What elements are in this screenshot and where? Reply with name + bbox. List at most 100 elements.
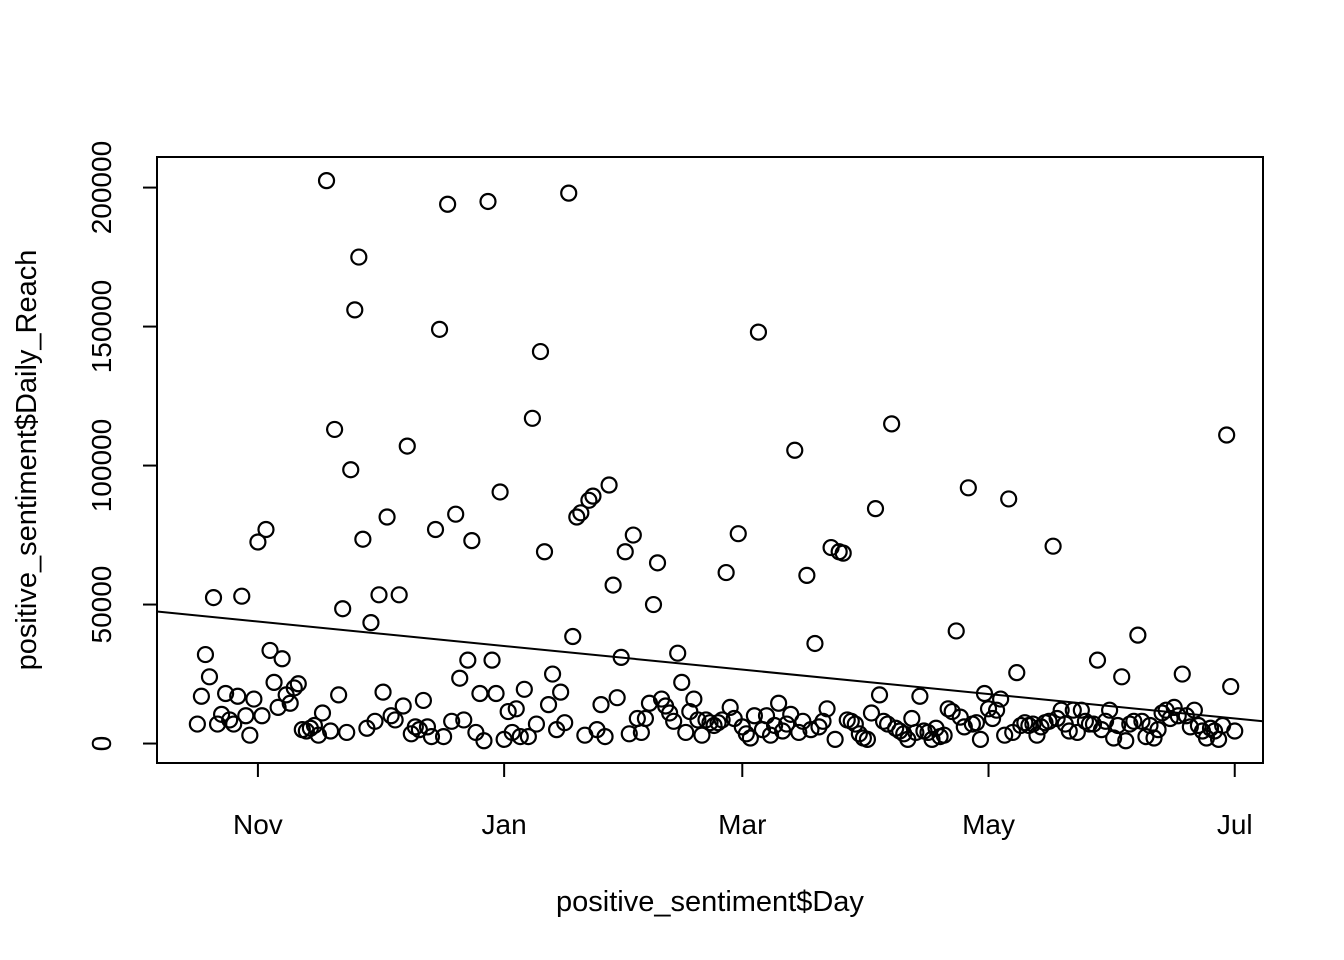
data-point	[289, 675, 307, 693]
data-point	[834, 544, 852, 562]
data-point	[382, 707, 400, 725]
data-point	[354, 530, 372, 548]
data-point	[378, 508, 396, 526]
y-axis-title: positive_sentiment$Daily_Reach	[11, 250, 43, 671]
data-point	[741, 729, 759, 747]
data-point	[394, 697, 412, 715]
data-point	[414, 691, 433, 710]
data-point	[507, 700, 525, 718]
data-point	[487, 684, 505, 703]
data-point	[503, 723, 521, 742]
data-point	[745, 707, 764, 725]
data-point	[1145, 729, 1163, 747]
data-point	[802, 721, 820, 739]
data-point	[527, 715, 546, 733]
data-point	[515, 680, 533, 698]
data-point	[673, 673, 691, 691]
data-point	[749, 323, 768, 341]
plot-frame	[156, 156, 1264, 764]
x-tick-label: Nov	[233, 809, 283, 840]
data-point	[911, 687, 929, 705]
data-point	[737, 725, 755, 743]
data-point	[786, 441, 804, 459]
data-point	[1064, 701, 1082, 719]
data-point	[1016, 714, 1034, 732]
data-point	[604, 576, 622, 594]
data-point	[870, 686, 889, 704]
data-point	[818, 700, 836, 718]
data-point	[281, 694, 299, 712]
data-point	[560, 184, 578, 202]
data-point	[309, 726, 328, 744]
data-point	[729, 525, 747, 543]
data-point	[531, 342, 550, 361]
data-point	[1068, 723, 1086, 742]
data-point	[233, 587, 251, 605]
data-point	[196, 645, 215, 664]
data-point	[483, 651, 501, 669]
data-point	[362, 614, 380, 632]
data-point	[996, 726, 1014, 744]
data-point	[317, 172, 336, 190]
data-point	[1201, 719, 1220, 737]
data-point	[1040, 712, 1058, 730]
data-point	[245, 690, 263, 708]
data-point	[939, 700, 957, 718]
y-tick-label: 100000	[86, 419, 117, 512]
data-point	[499, 702, 517, 721]
data-point	[265, 673, 283, 691]
data-point	[1218, 426, 1236, 444]
y-tick-label: 150000	[86, 280, 117, 373]
data-point	[346, 301, 364, 319]
data-point	[261, 641, 279, 660]
x-axis-title: positive_sentiment$Day	[556, 886, 864, 918]
data-point	[648, 554, 667, 572]
data-point	[418, 718, 437, 736]
data-point	[640, 694, 659, 712]
data-point	[1129, 626, 1147, 644]
data-point	[971, 730, 990, 748]
data-point	[459, 651, 477, 669]
data-point	[616, 543, 634, 561]
data-point	[1092, 721, 1111, 739]
data-point	[778, 715, 796, 733]
data-point	[947, 622, 965, 640]
data-point	[326, 420, 344, 439]
x-axis: Nov Jan Mar May Jul	[233, 762, 1253, 840]
data-point	[467, 723, 485, 742]
data-point	[693, 726, 711, 744]
data-point	[883, 415, 901, 433]
data-point	[398, 437, 416, 455]
data-point	[564, 627, 582, 646]
data-point	[552, 683, 570, 701]
data-point	[217, 684, 235, 703]
y-tick-label: 0	[86, 736, 117, 752]
data-point	[701, 714, 719, 732]
data-point	[374, 683, 392, 701]
data-point	[866, 500, 885, 518]
data-point	[1222, 677, 1240, 696]
data-point	[1185, 701, 1203, 719]
data-point	[1133, 712, 1151, 730]
data-point	[221, 711, 239, 729]
data-point	[463, 532, 481, 550]
x-tick-label: Jan	[482, 809, 527, 840]
data-point	[406, 718, 424, 736]
data-point	[475, 732, 493, 750]
data-point	[539, 696, 558, 714]
data-point	[1117, 732, 1135, 750]
data-point	[689, 711, 707, 729]
data-point	[1000, 490, 1018, 508]
data-point	[1165, 698, 1183, 717]
data-point	[269, 698, 287, 717]
data-point	[523, 409, 541, 427]
data-point	[624, 526, 642, 544]
data-point	[330, 686, 348, 704]
data-point	[451, 669, 469, 687]
data-point	[955, 718, 973, 736]
data-point	[1161, 709, 1179, 728]
data-point	[846, 715, 864, 733]
data-point	[761, 726, 780, 744]
data-point	[644, 595, 663, 614]
